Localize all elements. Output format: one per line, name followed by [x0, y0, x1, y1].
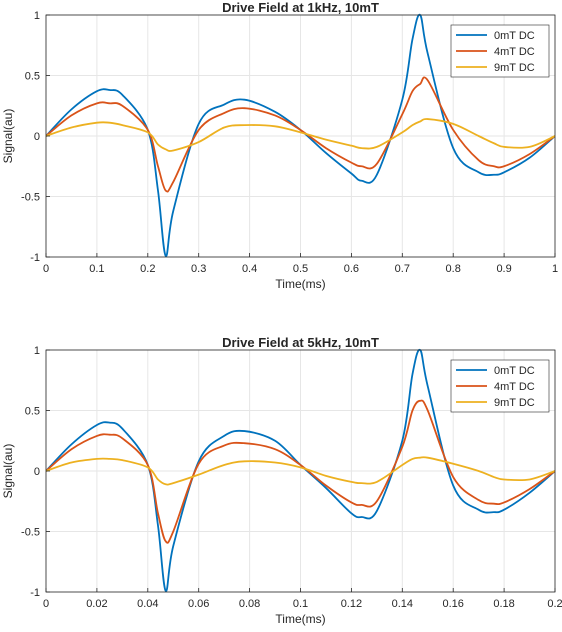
x-tick-label: 0.7	[395, 263, 410, 275]
x-tick-label: 0.14	[392, 598, 413, 610]
x-tick-label: 0.9	[496, 263, 511, 275]
y-tick-label: -0.5	[21, 527, 40, 539]
y-tick-label: 1	[34, 10, 40, 22]
series-line-3	[46, 456, 555, 486]
y-tick-label: 0.5	[25, 406, 40, 418]
y-axis-label: Signal(au)	[1, 444, 15, 499]
legend-label-2: 4mT DC	[494, 46, 535, 58]
series-line-3	[46, 118, 555, 152]
x-tick-label: 0.8	[446, 263, 461, 275]
x-tick-label: 0.18	[493, 598, 514, 610]
y-tick-label: -1	[30, 252, 40, 264]
y-tick-label: -0.5	[21, 192, 40, 204]
x-tick-label: 0.4	[242, 263, 257, 275]
legend: 0mT DC 4mT DC 9mT DC	[450, 24, 550, 78]
x-tick-label: 0.6	[344, 263, 359, 275]
x-tick-label: 0.5	[293, 263, 308, 275]
x-tick-label: 0.2	[140, 263, 155, 275]
x-tick-label: 0	[43, 263, 49, 275]
chart-title: Drive Field at 5kHz, 10mT	[222, 335, 379, 350]
series-line-1	[46, 348, 555, 592]
series-lines	[46, 348, 555, 592]
x-tick-label: 0.1	[89, 263, 104, 275]
legend-label-1: 0mT DC	[494, 30, 535, 42]
y-axis-label: Signal(au)	[1, 109, 15, 164]
legend-label-3: 9mT DC	[494, 62, 535, 74]
x-tick-label: 0.16	[442, 598, 463, 610]
x-tick-label: 0.06	[188, 598, 209, 610]
legend-label-2: 4mT DC	[494, 381, 535, 393]
series-line-2	[46, 399, 555, 544]
x-tick-label: 1	[552, 263, 558, 275]
x-tick-label: 0	[43, 598, 49, 610]
legend-label-1: 0mT DC	[494, 365, 535, 377]
series-lines	[46, 13, 555, 257]
y-tick-label: -1	[30, 587, 40, 599]
x-tick-label: 0.12	[341, 598, 362, 610]
legend: 0mT DC 4mT DC 9mT DC	[450, 359, 550, 413]
chart-2: 0 0.02 0.04 0.06 0.08 0.1 0.12 0.14 0.16 0.18 0.2 -…	[1, 335, 562, 626]
x-tick-label: 0.08	[239, 598, 260, 610]
x-tick-label: 0.3	[191, 263, 206, 275]
x-tick-label: 0.02	[86, 598, 107, 610]
x-axis-label: Time(ms)	[275, 277, 325, 291]
x-tick-label: 0.1	[293, 598, 308, 610]
x-tick-label: 0.2	[547, 598, 562, 610]
y-tick-label: 0	[34, 466, 40, 478]
y-tick-label: 1	[34, 345, 40, 357]
series-line-2	[46, 76, 555, 193]
y-tick-label: 0.5	[25, 71, 40, 83]
x-tick-label: 0.04	[137, 598, 158, 610]
legend-label-3: 9mT DC	[494, 397, 535, 409]
x-axis-label: Time(ms)	[275, 612, 325, 626]
y-tick-label: 0	[34, 131, 40, 143]
chart-1: 0 0.1 0.2 0.3 0.4 0.5 0.6 0.7 0.8 0.9 1 -1 -0.5 0 0.5 1…	[1, 0, 558, 291]
series-line-1	[46, 13, 555, 257]
chart-title: Drive Field at 1kHz, 10mT	[222, 0, 379, 15]
